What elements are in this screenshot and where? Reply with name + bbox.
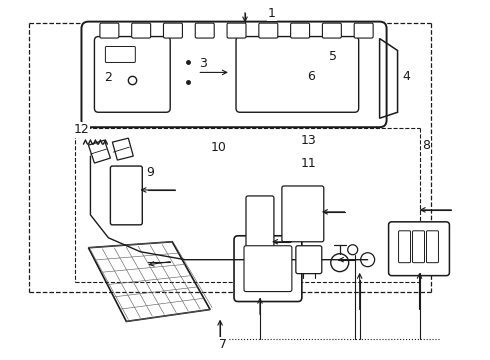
- FancyBboxPatch shape: [105, 46, 135, 62]
- Text: 7: 7: [219, 338, 227, 351]
- FancyBboxPatch shape: [354, 23, 373, 38]
- FancyBboxPatch shape: [398, 231, 411, 263]
- FancyBboxPatch shape: [389, 222, 449, 276]
- FancyBboxPatch shape: [95, 37, 170, 112]
- FancyBboxPatch shape: [426, 231, 439, 263]
- FancyBboxPatch shape: [196, 23, 214, 38]
- FancyBboxPatch shape: [246, 196, 274, 248]
- FancyBboxPatch shape: [132, 23, 150, 38]
- FancyBboxPatch shape: [227, 23, 246, 38]
- Text: 5: 5: [329, 50, 337, 63]
- Text: 9: 9: [146, 166, 154, 179]
- FancyBboxPatch shape: [81, 22, 387, 127]
- FancyBboxPatch shape: [244, 246, 292, 292]
- FancyBboxPatch shape: [164, 23, 182, 38]
- FancyBboxPatch shape: [236, 37, 359, 112]
- Text: 6: 6: [307, 69, 315, 82]
- Text: 10: 10: [210, 141, 226, 154]
- Text: 3: 3: [199, 57, 207, 70]
- Text: 13: 13: [301, 134, 317, 147]
- Text: 4: 4: [402, 69, 410, 82]
- FancyBboxPatch shape: [296, 246, 322, 274]
- Text: 8: 8: [422, 139, 430, 152]
- FancyBboxPatch shape: [322, 23, 342, 38]
- FancyBboxPatch shape: [259, 23, 278, 38]
- FancyBboxPatch shape: [234, 236, 302, 302]
- FancyBboxPatch shape: [282, 186, 324, 242]
- Text: 2: 2: [104, 71, 112, 84]
- Text: 1: 1: [268, 7, 276, 20]
- Text: 12: 12: [74, 123, 89, 136]
- FancyBboxPatch shape: [291, 23, 310, 38]
- FancyBboxPatch shape: [100, 23, 119, 38]
- FancyBboxPatch shape: [413, 231, 424, 263]
- Text: 11: 11: [301, 157, 317, 170]
- FancyBboxPatch shape: [110, 166, 142, 225]
